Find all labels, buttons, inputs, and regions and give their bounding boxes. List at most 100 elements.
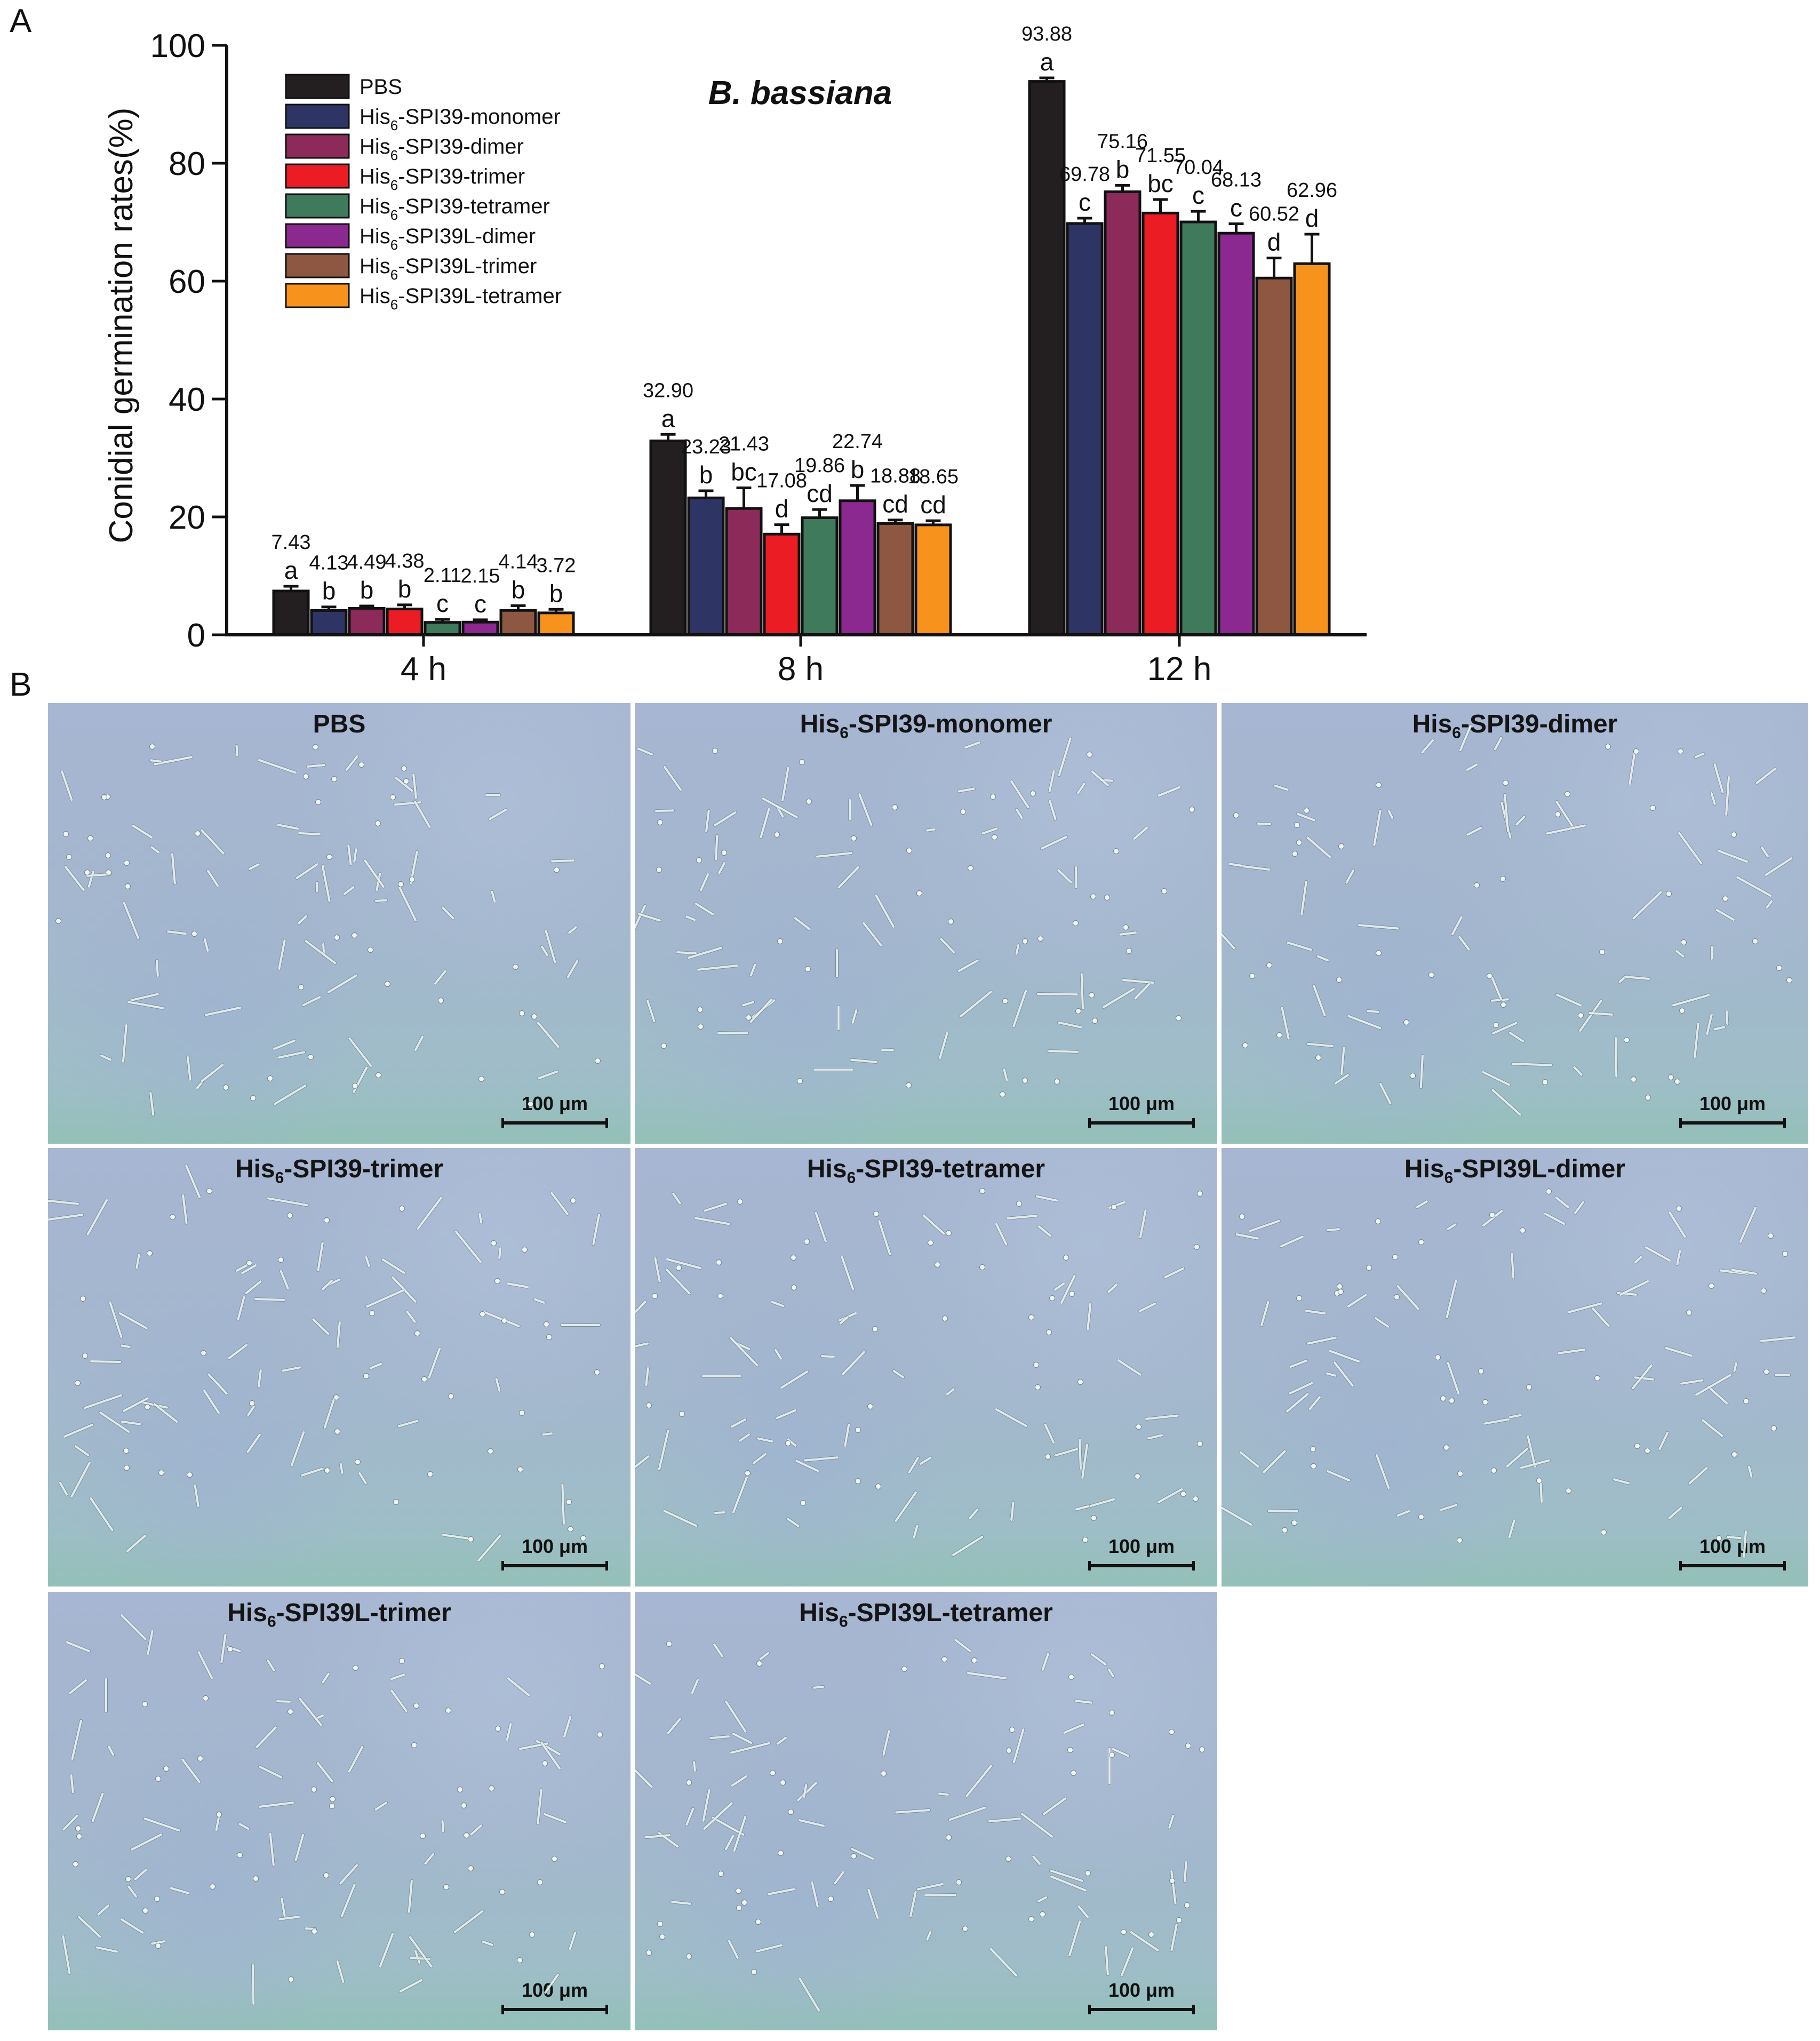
bar (763, 532, 801, 636)
germ-tube (714, 1511, 726, 1514)
conidium (1418, 1239, 1424, 1245)
data-label: 68.13 (1211, 169, 1262, 191)
germ-tube (123, 902, 140, 940)
conidium (1494, 1022, 1499, 1027)
germ-tube (793, 916, 811, 931)
conidium (746, 1015, 752, 1021)
conidium (801, 1500, 806, 1505)
germ-tube (803, 1456, 839, 1462)
germ-tube (295, 863, 319, 880)
germ-tube (1112, 1748, 1130, 1758)
germ-tube (1373, 809, 1382, 847)
legend-swatch (285, 193, 350, 219)
conidium (1731, 1452, 1737, 1457)
germ-tube (1133, 982, 1151, 1000)
germ-tube (752, 1453, 767, 1465)
conidium (210, 1884, 215, 1889)
conidium (1105, 895, 1110, 900)
germ-tube (1396, 1285, 1420, 1311)
conidium (667, 1641, 672, 1646)
conidium (1339, 844, 1344, 849)
conidium (1555, 812, 1561, 817)
germ-tube (1375, 1454, 1391, 1489)
germ-tube (255, 1726, 277, 1749)
germ-tube (441, 906, 455, 920)
conidium (1546, 1189, 1552, 1194)
germ-tube (1076, 782, 1086, 795)
data-label: 17.08 (756, 470, 807, 492)
conidium (797, 1078, 802, 1083)
germ-tube (1267, 1509, 1298, 1512)
conidium (223, 1085, 229, 1090)
germ-tube (63, 1423, 94, 1438)
germ-tube (235, 745, 238, 757)
germ-tube (954, 1638, 972, 1653)
germ-tube (995, 1222, 1008, 1246)
germ-tube (170, 1887, 190, 1895)
germ-tube (477, 1534, 502, 1562)
germ-tube (773, 1349, 783, 1361)
conidium (1028, 1917, 1034, 1922)
conidium (1520, 1228, 1526, 1233)
germ-tube (1629, 751, 1637, 785)
germ-tube (1063, 1723, 1085, 1734)
germ-tube (453, 1909, 484, 1934)
conidium (390, 794, 395, 800)
germ-tube (563, 1715, 572, 1738)
germ-tube (658, 1429, 670, 1471)
germ-tube (181, 1758, 201, 1783)
germ-tube (60, 770, 73, 801)
germ-tube (1644, 1246, 1671, 1262)
germ-tube (837, 865, 860, 889)
germ-tube (666, 1257, 702, 1270)
conidium (480, 1311, 485, 1317)
bar (839, 499, 876, 636)
conidium (906, 1083, 912, 1088)
conidium (1500, 1002, 1506, 1007)
germ-tube (258, 1765, 283, 1779)
conidium (1503, 780, 1508, 786)
germ-tube (343, 885, 355, 896)
germ-tube (107, 1745, 115, 1757)
germ-tube (592, 1214, 601, 1246)
germ-tube (150, 846, 160, 855)
conidium (1078, 1379, 1083, 1384)
conidium (352, 1083, 357, 1088)
data-label: 93.88 (1021, 23, 1072, 45)
conidium (520, 1410, 525, 1415)
bar (537, 611, 575, 636)
germ-tube (1668, 1506, 1683, 1520)
germ-tube (441, 1820, 445, 1833)
conidium (331, 776, 337, 782)
germ-tube (1184, 1861, 1188, 1883)
conidium (247, 1260, 252, 1265)
germ-tube (390, 1673, 406, 1680)
conidium (288, 1709, 293, 1715)
germ-tube (122, 1397, 149, 1413)
germ-tube (1396, 1510, 1410, 1518)
germ-tube (924, 1893, 956, 1897)
germ-tube (1613, 1478, 1630, 1485)
conidium (1366, 1265, 1371, 1271)
conidium (1404, 1019, 1409, 1025)
conidium (873, 1211, 879, 1217)
conidium (1564, 792, 1570, 797)
conidium (946, 1835, 951, 1840)
germ-tube (892, 1369, 905, 1379)
germ-tube (701, 1375, 742, 1378)
y-tick-label: 60 (169, 264, 205, 300)
conidium (1197, 1191, 1202, 1197)
conidium (330, 1803, 335, 1808)
conidium (249, 1401, 254, 1406)
germ-tube (1775, 1374, 1791, 1377)
conidium (479, 1076, 484, 1081)
germ-tube (645, 1367, 649, 1386)
panel-label-b: B (10, 666, 32, 703)
germ-tube (867, 1888, 879, 1920)
germ-tube (1260, 1301, 1270, 1327)
bar (348, 607, 386, 636)
germ-tube (717, 1031, 749, 1034)
conidium (1777, 966, 1782, 971)
conidium (489, 1786, 494, 1791)
